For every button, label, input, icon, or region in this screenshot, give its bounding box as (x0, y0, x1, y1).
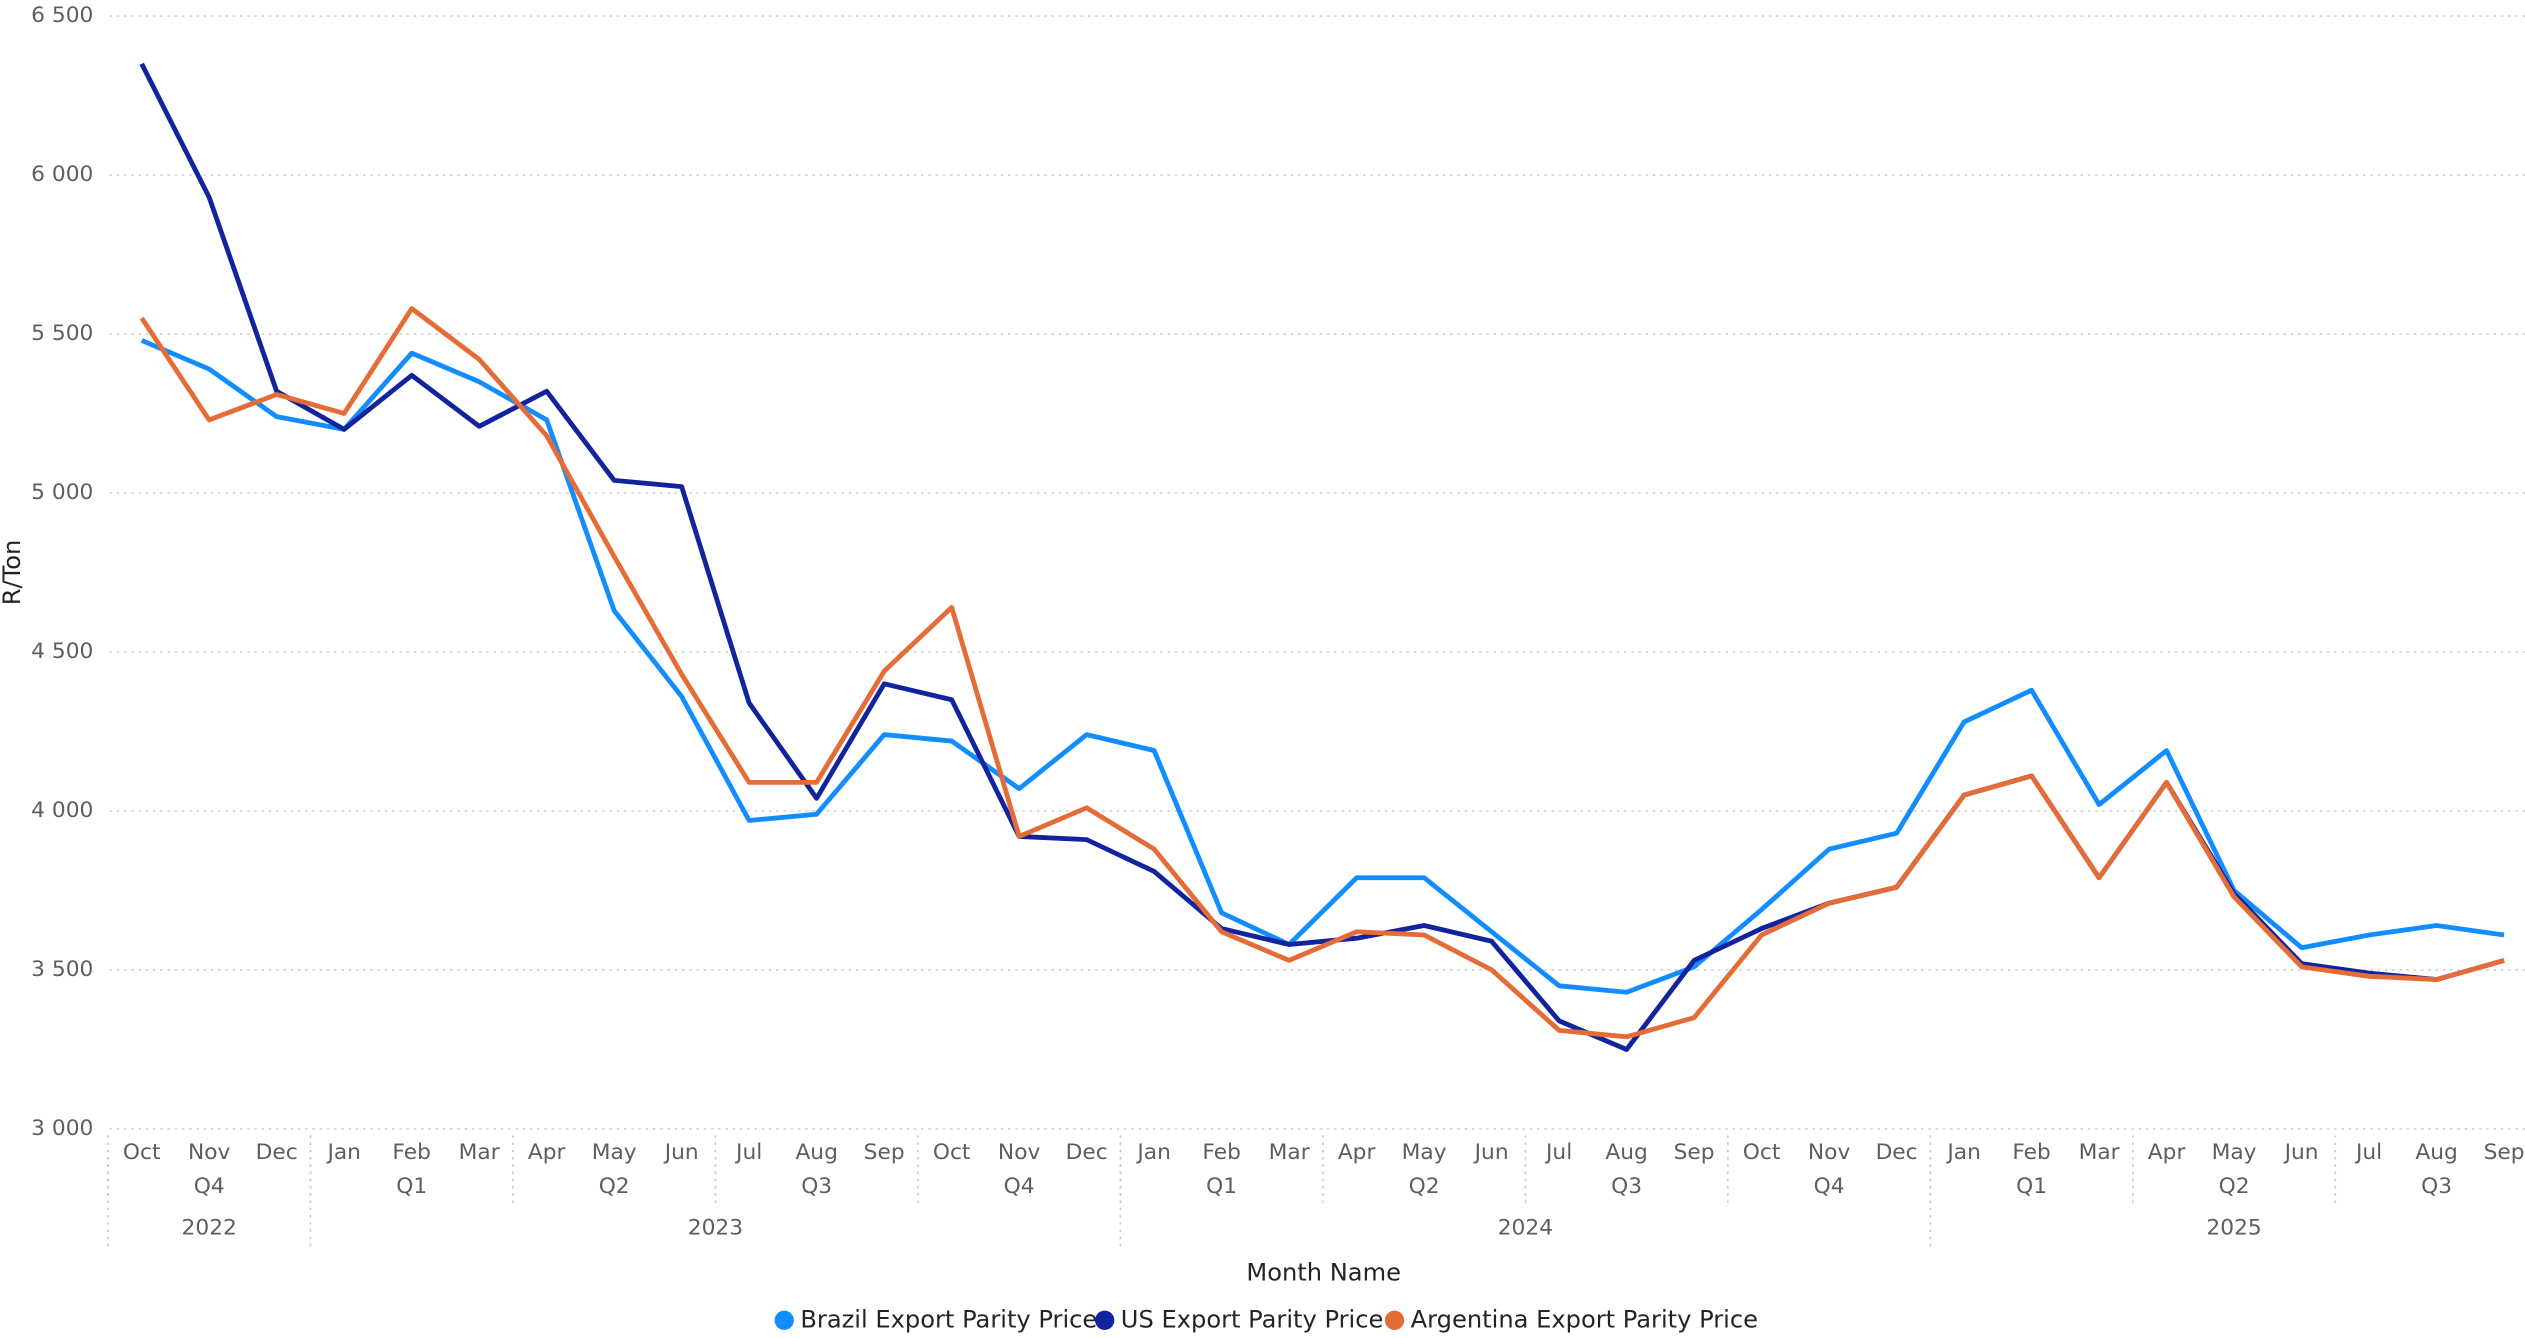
y-tick-label: 5 500 (31, 321, 93, 346)
quarter-label: Q2 (2219, 1174, 2250, 1199)
x-tick-label: Jul (734, 1140, 762, 1165)
x-tick-label: Feb (1202, 1140, 1240, 1165)
quarter-label: Q2 (599, 1174, 630, 1199)
x-tick-label: Jan (1945, 1140, 1981, 1165)
x-tick-label: Oct (123, 1140, 161, 1165)
quarter-label: Q1 (2016, 1174, 2047, 1199)
x-tick-label: Jun (663, 1140, 699, 1165)
x-tick-label: Sep (864, 1140, 905, 1165)
x-tick-label: Nov (998, 1140, 1041, 1165)
legend-text: Argentina Export Parity Price (1411, 1305, 1758, 1333)
x-tick-label: Dec (1876, 1140, 1918, 1165)
y-tick-label: 3 500 (31, 957, 93, 982)
quarter-label: Q4 (194, 1174, 225, 1199)
series-line (139, 306, 2505, 1040)
quarter-label: Q4 (1004, 1174, 1035, 1199)
year-label: 2023 (688, 1216, 743, 1241)
legend-text: US Export Parity Price (1121, 1305, 1384, 1333)
x-tick-label: May (2212, 1140, 2257, 1165)
x-tick-label: Aug (795, 1140, 837, 1165)
x-tick-label: Jul (1544, 1140, 1572, 1165)
series-line (139, 62, 2505, 1052)
year-label: 2025 (2206, 1216, 2261, 1241)
quarter-label: Q3 (801, 1174, 832, 1199)
x-tick-label: Oct (933, 1140, 971, 1165)
x-tick-label: Jan (1135, 1140, 1171, 1165)
legend-marker (1384, 1310, 1405, 1330)
legend-text: Brazil Export Parity Price (800, 1305, 1097, 1333)
x-tick-label: Nov (1808, 1140, 1851, 1165)
x-tick-label: Apr (1338, 1140, 1376, 1165)
y-axis-title: R/Ton (0, 540, 26, 606)
x-tick-label: May (592, 1140, 637, 1165)
series-line (140, 338, 2505, 995)
x-tick-label: Oct (1743, 1140, 1781, 1165)
x-tick-label: Apr (528, 1140, 566, 1165)
legend-marker (774, 1310, 794, 1330)
x-tick-label: Sep (2484, 1140, 2525, 1165)
x-tick-label: Apr (2148, 1140, 2186, 1165)
y-tick-label: 6 500 (31, 3, 93, 28)
x-tick-label: Mar (459, 1140, 500, 1165)
quarter-label: Q1 (396, 1174, 427, 1199)
quarter-label: Q3 (1611, 1174, 1642, 1199)
x-tick-label: Jun (1473, 1140, 1509, 1165)
quarter-label: Q2 (1409, 1174, 1440, 1199)
year-label: 2022 (182, 1216, 237, 1241)
x-tick-label: Mar (2079, 1140, 2120, 1165)
x-tick-label: Jul (2354, 1140, 2382, 1165)
year-label: 2024 (1498, 1216, 1553, 1241)
x-tick-label: Sep (1674, 1140, 1715, 1165)
x-tick-label: Aug (1605, 1140, 1647, 1165)
x-axis-title: Month Name (1246, 1259, 1401, 1287)
x-tick-label: Nov (188, 1140, 231, 1165)
quarter-label: Q3 (2421, 1174, 2452, 1199)
x-tick-label: Aug (2415, 1140, 2457, 1165)
x-tick-label: Dec (256, 1140, 298, 1165)
y-tick-label: 5 000 (31, 480, 93, 505)
quarter-label: Q1 (1206, 1174, 1237, 1199)
y-tick-label: 6 000 (31, 162, 93, 187)
y-tick-label: 4 000 (31, 798, 93, 823)
y-tick-label: 4 500 (31, 639, 93, 664)
x-tick-label: Feb (2012, 1140, 2050, 1165)
x-tick-label: Dec (1066, 1140, 1108, 1165)
x-tick-label: May (1402, 1140, 1447, 1165)
legend-marker (1095, 1310, 1115, 1330)
x-tick-label: Jan (325, 1140, 361, 1165)
x-tick-label: Feb (392, 1140, 430, 1165)
x-tick-label: Mar (1269, 1140, 1310, 1165)
x-tick-label: Jun (2283, 1140, 2319, 1165)
y-tick-label: 3 000 (31, 1116, 93, 1141)
quarter-label: Q4 (1814, 1174, 1845, 1199)
